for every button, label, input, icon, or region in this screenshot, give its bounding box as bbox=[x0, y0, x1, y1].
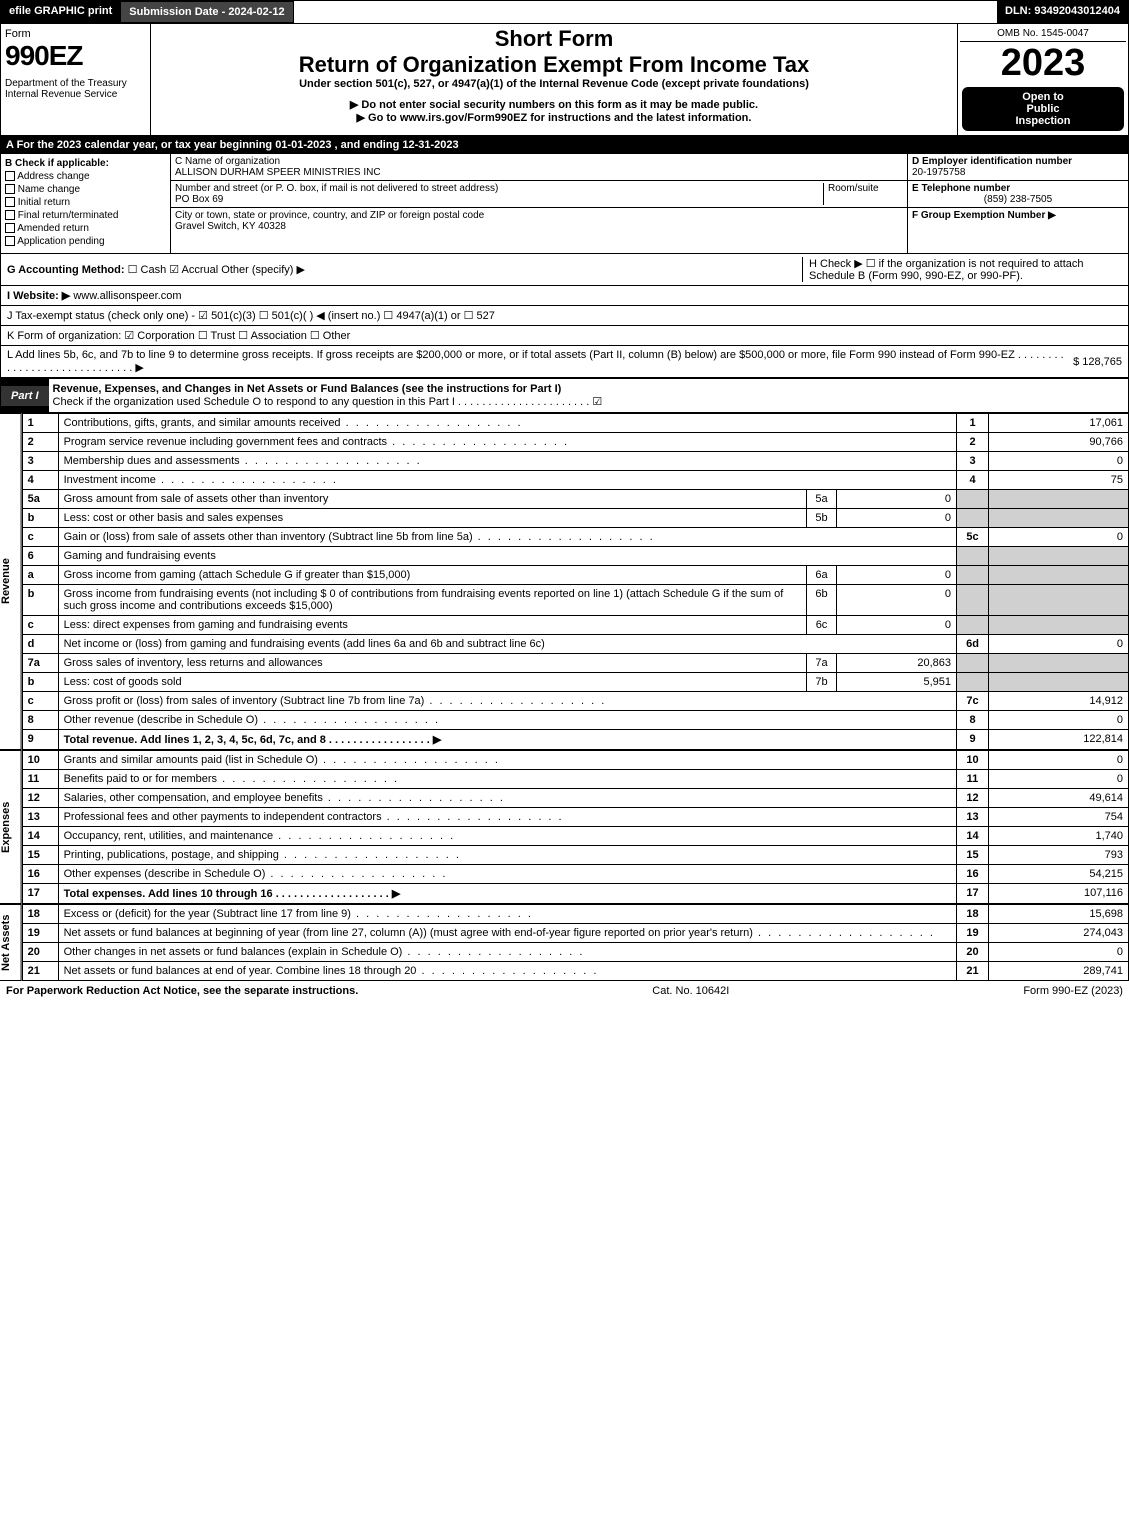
omb-number: OMB No. 1545-0047 bbox=[960, 26, 1126, 42]
col-c-org-info: C Name of organization ALLISON DURHAM SP… bbox=[171, 154, 908, 253]
line-16: 16Other expenses (describe in Schedule O… bbox=[22, 865, 1128, 884]
goto-link[interactable]: ▶ Go to www.irs.gov/Form990EZ for instru… bbox=[153, 111, 955, 124]
open-to-public-box: Open to Public Inspection bbox=[962, 87, 1124, 131]
g-label: G Accounting Method: bbox=[7, 264, 125, 276]
dept-label: Department of the Treasury bbox=[5, 78, 146, 89]
c-city-label: City or town, state or province, country… bbox=[175, 210, 903, 221]
line-6a: a Gross income from gaming (attach Sched… bbox=[22, 566, 1128, 585]
line-6: 6 Gaming and fundraising events bbox=[22, 547, 1128, 566]
revenue-group: Revenue 1 Contributions, gifts, grants, … bbox=[0, 413, 1129, 750]
cat-no: Cat. No. 10642I bbox=[652, 985, 729, 997]
row-l-gross-receipts: L Add lines 5b, 6c, and 7b to line 9 to … bbox=[0, 346, 1129, 378]
line-13: 13Professional fees and other payments t… bbox=[22, 808, 1128, 827]
line-15: 15Printing, publications, postage, and s… bbox=[22, 846, 1128, 865]
short-form-title: Short Form bbox=[153, 26, 955, 52]
line-9: 9 Total revenue. Add lines 1, 2, 3, 4, 5… bbox=[22, 730, 1128, 750]
line-4: 4 Investment income 4 75 bbox=[22, 471, 1128, 490]
website-link[interactable]: www.allisonspeer.com bbox=[73, 290, 181, 302]
line-7a: 7a Gross sales of inventory, less return… bbox=[22, 654, 1128, 673]
form-id-footer: Form 990-EZ (2023) bbox=[1023, 985, 1123, 997]
dln-label: DLN: 93492043012404 bbox=[997, 1, 1128, 23]
ssn-note: ▶ Do not enter social security numbers o… bbox=[153, 98, 955, 111]
b-title: B Check if applicable: bbox=[5, 158, 166, 169]
row-a-tax-year: A For the 2023 calendar year, or tax yea… bbox=[0, 136, 1129, 154]
part-i-title: Revenue, Expenses, and Changes in Net As… bbox=[53, 383, 1124, 395]
line-19: 19Net assets or fund balances at beginni… bbox=[22, 924, 1128, 943]
net-assets-vlabel: Net Assets bbox=[0, 904, 22, 981]
room-suite-label: Room/suite bbox=[823, 183, 903, 205]
return-title: Return of Organization Exempt From Incom… bbox=[153, 52, 955, 78]
line-21: 21Net assets or fund balances at end of … bbox=[22, 962, 1128, 981]
row-j-tax-exempt[interactable]: J Tax-exempt status (check only one) - ☑… bbox=[0, 306, 1129, 326]
expenses-group: Expenses 10Grants and similar amounts pa… bbox=[0, 750, 1129, 904]
submission-date: Submission Date - 2024-02-12 bbox=[120, 1, 293, 23]
e-tel-label: E Telephone number bbox=[912, 183, 1124, 194]
l-text: L Add lines 5b, 6c, and 7b to line 9 to … bbox=[7, 349, 1069, 374]
line-2: 2 Program service revenue including gove… bbox=[22, 433, 1128, 452]
tax-year: 2023 bbox=[960, 42, 1126, 85]
revenue-vlabel: Revenue bbox=[0, 413, 22, 750]
line-6d: d Net income or (loss) from gaming and f… bbox=[22, 635, 1128, 654]
expenses-vlabel: Expenses bbox=[0, 750, 22, 904]
cb-name-change[interactable]: Name change bbox=[5, 184, 166, 195]
col-b-checkboxes: B Check if applicable: Address change Na… bbox=[1, 154, 171, 253]
form-header: Form 990EZ Department of the Treasury In… bbox=[0, 24, 1129, 136]
line-6b: b Gross income from fundraising events (… bbox=[22, 585, 1128, 616]
row-i-website: I Website: ▶ www.allisonspeer.com bbox=[0, 286, 1129, 306]
form-word: Form bbox=[5, 28, 146, 40]
efile-label[interactable]: efile GRAPHIC print bbox=[1, 1, 120, 23]
line-1: 1 Contributions, gifts, grants, and simi… bbox=[22, 414, 1128, 433]
g-options[interactable]: ☐ Cash ☑ Accrual Other (specify) ▶ bbox=[128, 264, 305, 276]
part-i-check[interactable]: Check if the organization used Schedule … bbox=[53, 395, 1124, 408]
c-name-label: C Name of organization bbox=[175, 156, 903, 167]
net-assets-group: Net Assets 18Excess or (deficit) for the… bbox=[0, 904, 1129, 981]
org-name: ALLISON DURHAM SPEER MINISTRIES INC bbox=[175, 167, 903, 178]
c-addr-label: Number and street (or P. O. box, if mail… bbox=[175, 183, 823, 194]
cb-final-return[interactable]: Final return/terminated bbox=[5, 210, 166, 221]
top-bar: efile GRAPHIC print Submission Date - 20… bbox=[0, 0, 1129, 24]
line-14: 14Occupancy, rent, utilities, and mainte… bbox=[22, 827, 1128, 846]
line-6c: c Less: direct expenses from gaming and … bbox=[22, 616, 1128, 635]
open-line2: Public bbox=[966, 103, 1120, 115]
line-17: 17Total expenses. Add lines 10 through 1… bbox=[22, 884, 1128, 904]
subtitle: Under section 501(c), 527, or 4947(a)(1)… bbox=[153, 78, 955, 90]
row-g-h: G Accounting Method: ☐ Cash ☑ Accrual Ot… bbox=[0, 254, 1129, 286]
cb-address-change[interactable]: Address change bbox=[5, 171, 166, 182]
f-group-label: F Group Exemption Number ▶ bbox=[912, 210, 1124, 221]
line-5a: 5a Gross amount from sale of assets othe… bbox=[22, 490, 1128, 509]
org-city: Gravel Switch, KY 40328 bbox=[175, 221, 903, 232]
telephone-value: (859) 238-7505 bbox=[912, 194, 1124, 205]
form-footer: For Paperwork Reduction Act Notice, see … bbox=[0, 981, 1129, 1001]
line-5c: c Gain or (loss) from sale of assets oth… bbox=[22, 528, 1128, 547]
part-i-label: Part I bbox=[1, 386, 49, 406]
i-label: I Website: ▶ bbox=[7, 290, 70, 302]
ein-value: 20-1975758 bbox=[912, 167, 1124, 178]
row-k-form-org[interactable]: K Form of organization: ☑ Corporation ☐ … bbox=[0, 326, 1129, 346]
line-7c: c Gross profit or (loss) from sales of i… bbox=[22, 692, 1128, 711]
h-schedule-b-note: H Check ▶ ☐ if the organization is not r… bbox=[802, 257, 1122, 282]
line-8: 8 Other revenue (describe in Schedule O)… bbox=[22, 711, 1128, 730]
form-number: 990EZ bbox=[5, 40, 146, 72]
line-7b: b Less: cost of goods sold 7b 5,951 bbox=[22, 673, 1128, 692]
line-12: 12Salaries, other compensation, and empl… bbox=[22, 789, 1128, 808]
org-address: PO Box 69 bbox=[175, 194, 823, 205]
section-bcdef: B Check if applicable: Address change Na… bbox=[0, 154, 1129, 254]
cb-amended[interactable]: Amended return bbox=[5, 223, 166, 234]
col-def: D Employer identification number 20-1975… bbox=[908, 154, 1128, 253]
line-10: 10Grants and similar amounts paid (list … bbox=[22, 751, 1128, 770]
l-amount: $ 128,765 bbox=[1073, 356, 1122, 368]
line-5b: b Less: cost or other basis and sales ex… bbox=[22, 509, 1128, 528]
open-line3: Inspection bbox=[966, 115, 1120, 127]
d-ein-label: D Employer identification number bbox=[912, 156, 1124, 167]
cb-pending[interactable]: Application pending bbox=[5, 236, 166, 247]
line-11: 11Benefits paid to or for members110 bbox=[22, 770, 1128, 789]
cb-initial-return[interactable]: Initial return bbox=[5, 197, 166, 208]
line-20: 20Other changes in net assets or fund ba… bbox=[22, 943, 1128, 962]
open-line1: Open to bbox=[966, 91, 1120, 103]
irs-label: Internal Revenue Service bbox=[5, 89, 146, 100]
part-i-header: Part I Revenue, Expenses, and Changes in… bbox=[0, 378, 1129, 413]
line-3: 3 Membership dues and assessments 3 0 bbox=[22, 452, 1128, 471]
line-18: 18Excess or (deficit) for the year (Subt… bbox=[22, 905, 1128, 924]
paperwork-notice: For Paperwork Reduction Act Notice, see … bbox=[6, 985, 358, 997]
